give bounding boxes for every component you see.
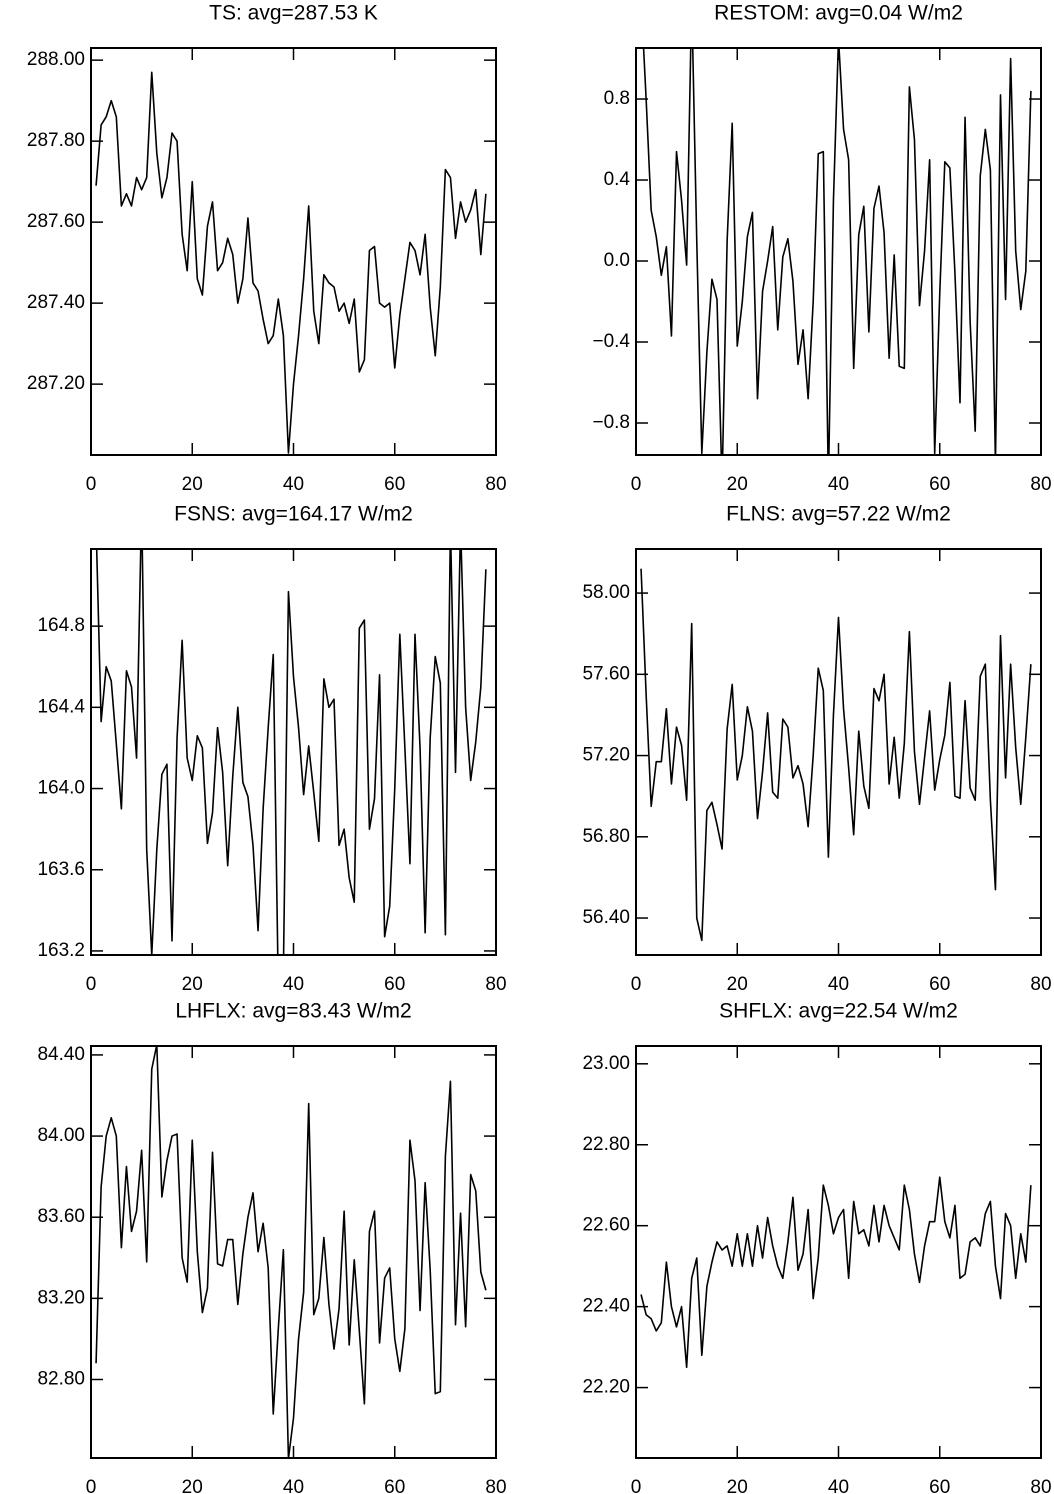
- x-tick-label: 40: [828, 974, 849, 995]
- x-tick-label: 60: [929, 1477, 950, 1494]
- x-tick-label: 80: [485, 474, 506, 495]
- x-tick-label: 0: [86, 474, 97, 495]
- data-line: [640, 568, 1032, 942]
- y-tick-label: 163.2: [37, 940, 85, 961]
- y-tick-label: 287.20: [27, 373, 85, 394]
- x-tick-label: 40: [283, 974, 304, 995]
- data-line: [95, 71, 487, 454]
- y-tick-label: 84.00: [37, 1125, 85, 1146]
- y-tick-label: 164.4: [37, 696, 85, 717]
- x-tick-label: 60: [384, 974, 405, 995]
- x-tick-label: 20: [182, 974, 203, 995]
- x-tick-label: 40: [828, 474, 849, 495]
- y-tick-label: 84.40: [37, 1044, 85, 1065]
- x-tick-label: 80: [1030, 474, 1051, 495]
- y-tick-label: 83.20: [37, 1287, 85, 1308]
- y-tick-label: 163.6: [37, 859, 85, 880]
- y-tick-label: 57.20: [582, 745, 630, 766]
- y-tick-label: 0.0: [604, 250, 630, 271]
- plot-frame: [635, 1045, 1042, 1459]
- x-tick-label: 20: [727, 974, 748, 995]
- x-tick-label: 0: [631, 1477, 642, 1494]
- x-tick-label: 20: [727, 474, 748, 495]
- chart-title: FSNS: avg=164.17 W/m2: [174, 503, 413, 526]
- y-tick-label: 22.40: [582, 1296, 630, 1317]
- y-tick-label: 23.00: [582, 1053, 630, 1074]
- y-tick-label: 58.00: [582, 582, 630, 603]
- y-tick-label: 22.20: [582, 1377, 630, 1398]
- chart-title: TS: avg=287.53 K: [209, 2, 378, 25]
- x-tick-label: 20: [182, 474, 203, 495]
- y-tick-label: −0.4: [592, 331, 630, 352]
- y-tick-label: 82.80: [37, 1369, 85, 1390]
- x-tick-label: 0: [631, 974, 642, 995]
- y-tick-label: 0.4: [604, 169, 631, 190]
- x-tick-label: 80: [485, 1477, 506, 1494]
- x-tick-label: 40: [283, 1477, 304, 1494]
- x-tick-label: 0: [631, 474, 642, 495]
- chart-title: LHFLX: avg=83.43 W/m2: [175, 1000, 411, 1023]
- data-line: [95, 1046, 487, 1458]
- y-tick-label: 288.00: [27, 49, 85, 70]
- x-tick-label: 60: [929, 974, 950, 995]
- data-line: [95, 549, 487, 955]
- chart-title: SHFLX: avg=22.54 W/m2: [719, 1000, 958, 1023]
- x-tick-label: 60: [384, 474, 405, 495]
- x-tick-label: 20: [727, 1477, 748, 1494]
- y-tick-label: 164.8: [37, 615, 85, 636]
- x-tick-label: 0: [86, 974, 97, 995]
- x-tick-label: 0: [86, 1477, 97, 1494]
- x-tick-label: 20: [182, 1477, 203, 1494]
- y-tick-label: 0.8: [604, 88, 630, 109]
- y-tick-label: 22.80: [582, 1134, 630, 1155]
- x-tick-label: 60: [929, 474, 950, 495]
- y-tick-label: 22.60: [582, 1215, 630, 1236]
- y-tick-label: 57.60: [582, 663, 630, 684]
- x-tick-label: 40: [283, 474, 304, 495]
- x-tick-label: 80: [1030, 974, 1051, 995]
- y-tick-label: −0.8: [592, 412, 630, 433]
- x-tick-label: 60: [384, 1477, 405, 1494]
- y-tick-label: 56.40: [582, 907, 630, 928]
- y-tick-label: 287.40: [27, 292, 85, 313]
- data-line: [640, 1176, 1032, 1369]
- y-tick-label: 287.80: [27, 130, 85, 151]
- plot-frame: [90, 548, 497, 956]
- y-tick-label: 83.60: [37, 1206, 85, 1227]
- x-tick-label: 40: [828, 1477, 849, 1494]
- plot-frame: [90, 1045, 497, 1459]
- x-tick-label: 80: [1030, 1477, 1051, 1494]
- y-tick-label: 164.0: [37, 778, 85, 799]
- data-line: [642, 48, 1032, 455]
- chart-title: FLNS: avg=57.22 W/m2: [726, 503, 951, 526]
- y-tick-label: 287.60: [27, 211, 85, 232]
- x-tick-label: 80: [485, 974, 506, 995]
- y-tick-label: 56.80: [582, 826, 630, 847]
- chart-title: RESTOM: avg=0.04 W/m2: [714, 2, 963, 25]
